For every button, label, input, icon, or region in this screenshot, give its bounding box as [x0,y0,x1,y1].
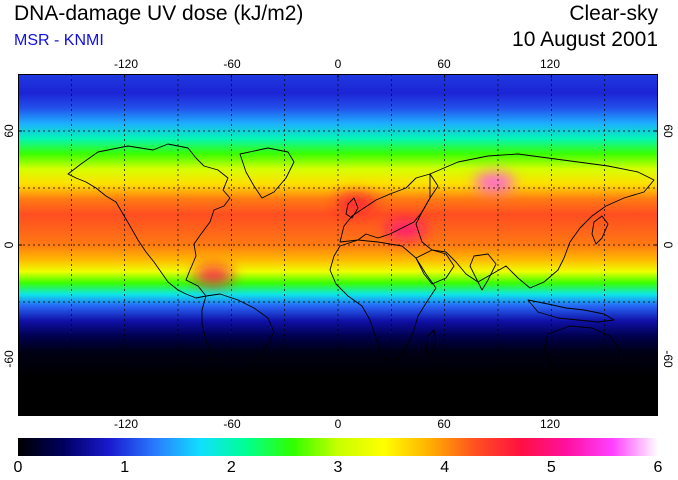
lon-label-top: 120 [539,57,561,71]
british-isles-coastline [345,197,359,219]
lon-label-top: -120 [113,57,139,71]
colorbar [18,438,658,456]
lon-label-bottom: 0 [334,417,342,431]
india-coastline [469,253,497,291]
madagascar-coastline [425,329,437,357]
credit-label: MSR - KNMI [14,32,104,49]
colorbar-tick-label: 2 [226,459,236,476]
lon-label-bottom: -120 [113,417,139,431]
lon-label-bottom: 60 [437,417,451,431]
hotspot-andes [193,265,234,286]
lon-label-top: 0 [334,57,342,71]
south-america-coastline [201,293,275,409]
north-america-coastline [67,143,231,299]
colorbar-tick-label: 4 [440,459,450,476]
uv-dose-map [18,74,658,416]
lon-label-bottom: -60 [223,417,241,431]
lat-label-left: 0 [2,241,16,249]
graticule [18,74,658,416]
greenland-coastline [239,147,295,199]
sky-condition-label: Clear-sky [569,2,658,25]
new-zealand-coastline [637,375,651,397]
lat-label-right: -60 [661,350,675,368]
lat-label-right: 0 [661,241,675,249]
colorbar-tick-label: 6 [653,459,663,476]
hotspot-tibetan-plateau [474,172,515,193]
lon-label-bottom: 120 [539,417,561,431]
lon-label-top: -60 [223,57,241,71]
map-title: DNA-damage UV dose (kJ/m2) [14,2,304,25]
lon-label-top: 60 [437,57,451,71]
lat-label-left: 60 [2,124,16,138]
colorbar-tick-label: 5 [546,459,556,476]
coastlines [67,143,655,409]
arabia-coastline [415,249,455,285]
colorbar-tick-label: 1 [120,459,130,476]
australia-coastline [543,325,621,383]
colorbar-gradient [18,438,658,456]
colorbar-tick-label: 3 [333,459,343,476]
europe-coastline [339,173,439,243]
africa-coastline [329,239,437,365]
hotspot-east-africa-highlands [385,219,426,240]
hotspot-layer [193,172,515,286]
lat-label-right: 60 [661,124,675,138]
japan-coastline [591,215,609,245]
lat-label-left: -60 [2,350,16,368]
frame-ticks [18,74,658,416]
colorbar-tick-label: 0 [13,459,23,476]
date-label: 10 August 2001 [512,28,658,51]
